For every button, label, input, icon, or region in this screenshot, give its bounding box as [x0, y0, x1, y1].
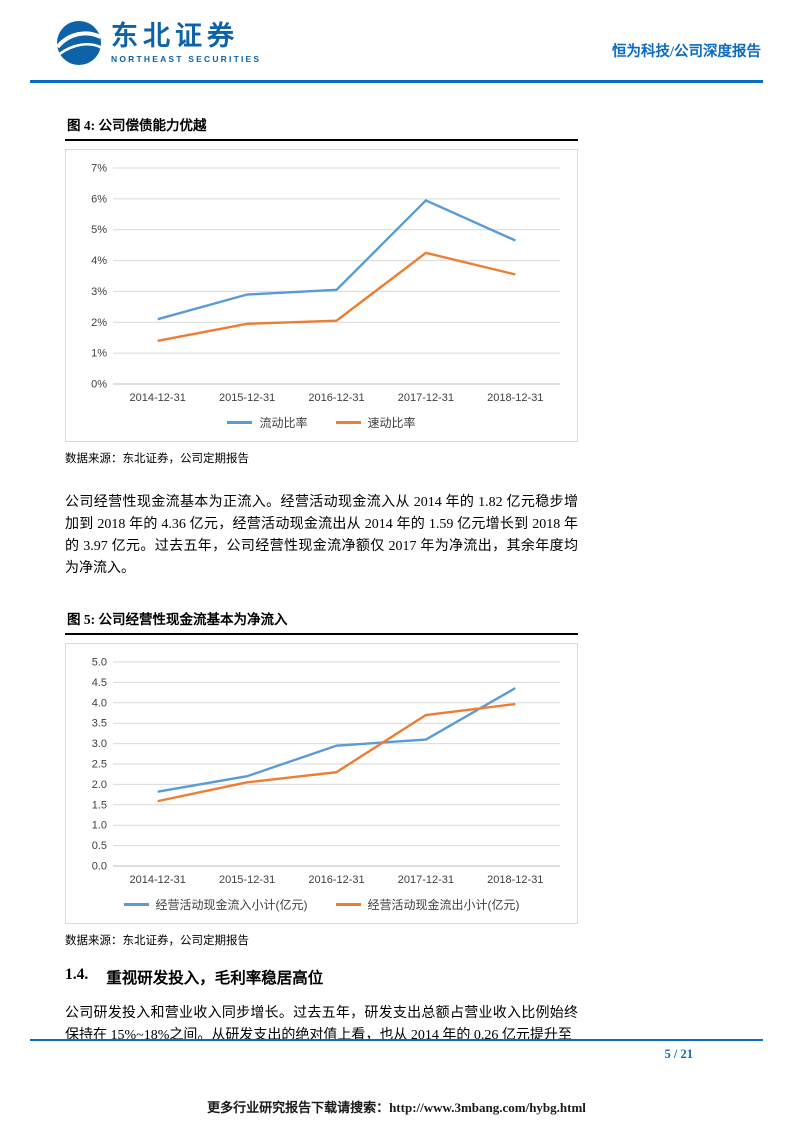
legend-swatch	[123, 903, 149, 906]
y-tick-label: 5%	[91, 224, 107, 236]
x-tick-label: 2014-12-31	[130, 392, 186, 404]
section-heading: 1.4. 重视研发投入，毛利率稳居高位	[65, 966, 578, 988]
figure-5-section: 图 5: 公司经营性现金流基本为净流入 0.0 0.5 1.0 1.5 2.0 2.5 3.…	[65, 608, 578, 948]
legend-item: 经营活动现金流入小计(亿元)	[123, 896, 308, 913]
x-tick-label: 2017-12-31	[398, 392, 454, 404]
brand-name: 东北证券	[111, 21, 239, 52]
legend-item: 速动比率	[335, 414, 416, 431]
brand-name-en: NORTHEAST SECURITIES	[111, 53, 262, 64]
legend-label: 经营活动现金流出小计(亿元)	[367, 898, 520, 912]
download-watermark: 更多行业研究报告下载请搜索：http://www.3mbang.com/hybg…	[207, 1100, 586, 1115]
report-type-label: 恒为科技/公司深度报告	[611, 44, 761, 60]
x-tick-label: 2014-12-31	[130, 874, 186, 886]
y-tick-label: 1.0	[92, 820, 107, 832]
y-tick-label: 7%	[91, 163, 107, 175]
figure-5-chart: 0.0 0.5 1.0 1.5 2.0 2.5 3.0 3.5 4.0 4.5 5.0 2014-12…	[65, 643, 578, 924]
y-tick-label: 3%	[91, 286, 107, 298]
series-line	[157, 702, 516, 803]
figure-4-chart: 0% 1% 2% 3% 4% 5% 6% 7% 2014-12-31 2015-12-31 2016…	[65, 149, 578, 442]
y-tick-label: 2%	[91, 317, 107, 329]
y-tick-label: 4%	[91, 255, 107, 267]
x-tick-label: 2016-12-31	[308, 392, 364, 404]
series-line	[157, 198, 516, 321]
legend-label: 经营活动现金流入小计(亿元)	[155, 898, 308, 912]
page-content: 图 4: 公司偿债能力优越 0% 1% 2% 3% 4% 5% 6% 7% 2014-12-31…	[65, 114, 578, 1047]
figure-5-source-note: 数据来源：东北证券，公司定期报告	[65, 935, 249, 947]
figure-4-source-note: 数据来源：东北证券，公司定期报告	[65, 453, 249, 465]
legend-label: 流动比率	[259, 416, 308, 430]
x-tick-label: 2015-12-31	[219, 874, 275, 886]
legend-item: 流动比率	[227, 414, 308, 431]
legend-label: 速动比率	[367, 416, 416, 430]
y-tick-label: 0.5	[92, 840, 107, 852]
x-tick-label: 2017-12-31	[398, 874, 454, 886]
figure-4-section: 图 4: 公司偿债能力优越 0% 1% 2% 3% 4% 5% 6% 7% 2014-12-31…	[65, 114, 578, 466]
series-line	[157, 251, 516, 342]
series-line	[157, 687, 516, 793]
y-tick-label: 3.0	[92, 738, 107, 750]
y-tick-label: 1%	[91, 348, 107, 360]
footer-divider	[30, 1039, 763, 1041]
northeast-securities-logo-icon	[56, 21, 102, 65]
y-tick-label: 2.5	[92, 759, 107, 771]
page-number: 5 / 21	[664, 1047, 693, 1061]
legend-swatch	[335, 421, 361, 424]
legend-swatch	[227, 421, 253, 424]
y-tick-label: 5.0	[92, 657, 107, 669]
body-paragraph-cashflow: 公司经营性现金流基本为正流入。经营活动现金流入从 2014 年的 1.82 亿元…	[65, 495, 578, 576]
y-tick-label: 4.5	[92, 677, 107, 689]
x-tick-label: 2018-12-31	[487, 874, 543, 886]
y-tick-label: 6%	[91, 193, 107, 205]
brand-text: 东北证券 NORTHEAST SECURITIES	[111, 21, 262, 64]
section-number: 1.4.	[65, 966, 89, 983]
y-tick-label: 0.0	[92, 861, 107, 873]
chart-legend: 经营活动现金流入小计(亿元) 经营活动现金流出小计(亿元)	[66, 892, 577, 919]
x-tick-label: 2018-12-31	[487, 392, 543, 404]
figure-5-title: 图 5: 公司经营性现金流基本为净流入	[65, 608, 578, 635]
y-tick-label: 4.0	[92, 697, 107, 709]
legend-item: 经营活动现金流出小计(亿元)	[335, 896, 520, 913]
legend-swatch	[335, 903, 361, 906]
y-tick-label: 1.5	[92, 799, 107, 811]
chart-legend: 流动比率 速动比率	[66, 410, 577, 437]
y-tick-label: 0%	[91, 379, 107, 391]
y-tick-label: 2.0	[92, 779, 107, 791]
page-header: 东北证券 NORTHEAST SECURITIES 恒为科技/公司深度报告	[30, 20, 761, 66]
x-tick-label: 2015-12-31	[219, 392, 275, 404]
chart-canvas: 0.0 0.5 1.0 1.5 2.0 2.5 3.0 3.5 4.0 4.5 5.0 2014-12…	[92, 657, 560, 886]
figure-4-title: 图 4: 公司偿债能力优越	[65, 114, 578, 141]
y-tick-label: 3.5	[92, 718, 107, 730]
header-divider	[30, 80, 763, 83]
section-title: 重视研发投入，毛利率稳居高位	[106, 970, 324, 987]
brand-logo: 东北证券 NORTHEAST SECURITIES	[56, 20, 261, 66]
x-tick-label: 2016-12-31	[308, 874, 364, 886]
chart-canvas: 0% 1% 2% 3% 4% 5% 6% 7% 2014-12-31 2015-12-31 2016…	[91, 163, 560, 404]
